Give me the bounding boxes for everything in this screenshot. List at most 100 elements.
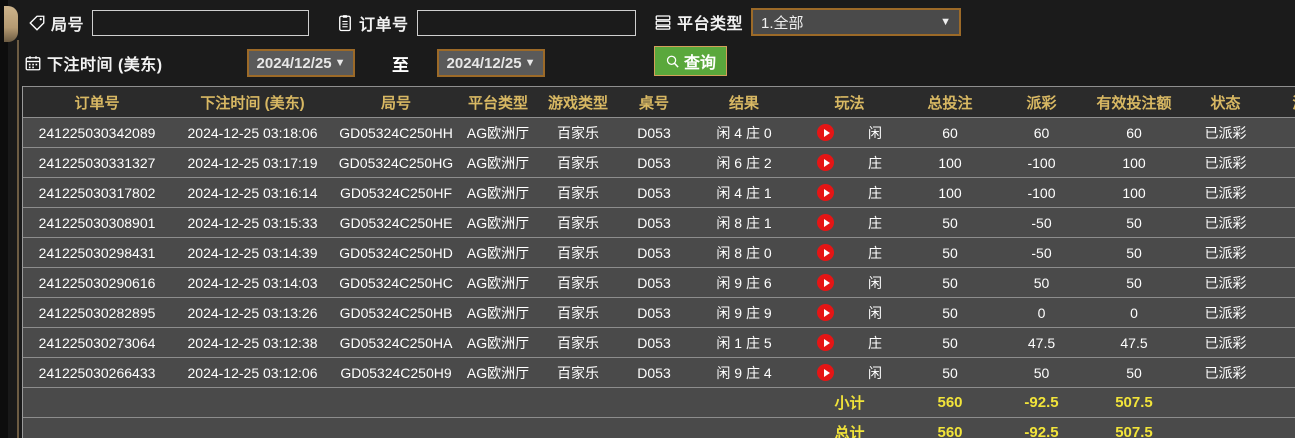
cell-bet-time: 2024-12-25 03:15:33 [171, 207, 334, 238]
query-button-wrap: 查询 [654, 46, 728, 76]
cell-table-no: D053 [618, 267, 690, 298]
cell-total-bet: 50 [901, 237, 999, 268]
play-icon[interactable] [817, 214, 834, 231]
play-icon[interactable] [817, 154, 834, 171]
cell-round-id: GD05324C250HC [334, 267, 458, 298]
sidebar-collapse-handle[interactable] [4, 6, 18, 42]
table-row[interactable]: 241225030331327 2024-12-25 03:17:19 GD0532… [23, 147, 1295, 178]
cell-valid-bet: 50 [1084, 267, 1184, 298]
cell-valid-bet: 0 [1084, 297, 1184, 328]
cell-bet-time: 2024-12-25 03:17:19 [171, 147, 334, 178]
play-icon[interactable] [817, 184, 834, 201]
cell-table-no: D053 [618, 297, 690, 328]
summary-spacer [538, 387, 618, 418]
summary-payout: -92.5 [999, 417, 1084, 438]
cell-platform: AG欧洲厅 [458, 207, 538, 238]
platform-type-select[interactable]: 1.全部 ▼ [751, 8, 962, 36]
cell-result: 闲 8 庄 0 [690, 237, 798, 268]
col-round-id[interactable]: 局号 [334, 86, 458, 118]
cell-payout: -100 [999, 147, 1084, 178]
table-body: 241225030342089 2024-12-25 03:18:06 GD0532… [23, 117, 1295, 438]
play-icon[interactable] [817, 244, 834, 261]
cell-result: 闲 6 庄 2 [690, 147, 798, 178]
table-row[interactable]: 241225030308901 2024-12-25 03:15:33 GD0532… [23, 207, 1295, 238]
cell-round-id: GD05324C250HH [334, 117, 458, 148]
bet-time-from-field[interactable]: 2024/12/25 ▼ [247, 48, 355, 78]
col-overflow[interactable]: 游 [1267, 86, 1295, 118]
summary-spacer [23, 417, 171, 438]
cell-table-no: D053 [618, 237, 690, 268]
play-icon[interactable] [817, 124, 834, 141]
cell-order-id: 241225030342089 [23, 117, 171, 148]
summary-spacer [1184, 417, 1267, 438]
cell-result: 闲 1 庄 5 [690, 327, 798, 358]
cell-order-id: 241225030273064 [23, 327, 171, 358]
cell-status: 已派彩 [1184, 147, 1267, 178]
col-game-type[interactable]: 游戏类型 [538, 86, 618, 118]
cell-table-no: D053 [618, 357, 690, 388]
cell-round-id: GD05324C250HA [334, 327, 458, 358]
order-id-input[interactable] [416, 10, 636, 36]
col-order-id[interactable]: 订单号 [23, 86, 171, 118]
play-icon[interactable] [817, 274, 834, 291]
cell-platform: AG欧洲厅 [458, 237, 538, 268]
cell-platform: AG欧洲厅 [458, 297, 538, 328]
cell-result: 闲 8 庄 1 [690, 207, 798, 238]
cell-valid-bet: 50 [1084, 357, 1184, 388]
cell-bet-type: 庄 [798, 327, 901, 358]
bet-type-text: 闲 [868, 274, 882, 291]
table-row[interactable]: 241225030298431 2024-12-25 03:14:39 GD0532… [23, 237, 1295, 268]
cell-game-type: 百家乐 [538, 177, 618, 208]
play-icon[interactable] [817, 364, 834, 381]
cell-platform: AG欧洲厅 [458, 117, 538, 148]
col-bet-type[interactable]: 玩法 [798, 86, 901, 118]
cell-round-id: GD05324C250HG [334, 147, 458, 178]
cell-status: 已派彩 [1184, 177, 1267, 208]
summary-label: 小计 [798, 387, 901, 418]
summary-total-bet: 560 [901, 417, 999, 438]
col-result[interactable]: 结果 [690, 86, 798, 118]
cell-game-type: 百家乐 [538, 267, 618, 298]
cell-round-id: GD05324C250HE [334, 207, 458, 238]
query-button[interactable]: 查询 [654, 46, 728, 76]
play-icon[interactable] [817, 304, 834, 321]
cell-valid-bet: 100 [1084, 177, 1184, 208]
col-status[interactable]: 状态 [1184, 86, 1267, 118]
col-table-no[interactable]: 桌号 [618, 86, 690, 118]
table-row[interactable]: 241225030317802 2024-12-25 03:16:14 GD0532… [23, 177, 1295, 208]
table-row[interactable]: 241225030266433 2024-12-25 03:12:06 GD0532… [23, 357, 1295, 388]
table-header-row: 订单号 下注时间 (美东) 局号 平台类型 游戏类型 桌号 结果 玩法 总投注 … [23, 86, 1295, 118]
col-bet-time[interactable]: 下注时间 (美东) [171, 86, 334, 118]
table-row[interactable]: 241225030282895 2024-12-25 03:13:26 GD0532… [23, 297, 1295, 328]
date-to-value: 2024/12/25 [446, 54, 522, 72]
col-valid-bet[interactable]: 有效投注额 [1084, 86, 1184, 118]
table-row[interactable]: 241225030342089 2024-12-25 03:18:06 GD0532… [23, 117, 1295, 148]
cell-bet-time: 2024-12-25 03:13:26 [171, 297, 334, 328]
play-icon[interactable] [817, 334, 834, 351]
col-payout[interactable]: 派彩 [999, 86, 1084, 118]
cell-platform: AG欧洲厅 [458, 147, 538, 178]
round-id-input[interactable] [92, 10, 310, 36]
query-button-label: 查询 [684, 55, 717, 72]
date-from-picker[interactable]: 2024/12/25 ▼ [247, 49, 355, 77]
bet-time-to-field[interactable]: 2024/12/25 ▼ [437, 48, 545, 78]
date-to-picker[interactable]: 2024/12/25 ▼ [437, 49, 545, 77]
cell-result: 闲 9 庄 9 [690, 297, 798, 328]
cell-status: 已派彩 [1184, 267, 1267, 298]
cell-overflow [1267, 177, 1295, 208]
result-text: 闲 4 庄 1 [716, 184, 772, 201]
bet-type-text: 闲 [868, 304, 882, 321]
filter-bet-time: 下注时间 (美东) [24, 48, 171, 78]
cell-total-bet: 100 [901, 147, 999, 178]
summary-spacer [334, 417, 458, 438]
col-platform[interactable]: 平台类型 [458, 86, 538, 118]
col-total-bet[interactable]: 总投注 [901, 86, 999, 118]
table-row[interactable]: 241225030290616 2024-12-25 03:14:03 GD0532… [23, 267, 1295, 298]
summary-total-bet: 560 [901, 387, 999, 418]
cell-payout: 60 [999, 117, 1084, 148]
summary-spacer [1267, 387, 1295, 418]
cell-bet-type: 庄 [798, 147, 901, 178]
cell-payout: -50 [999, 237, 1084, 268]
cell-total-bet: 50 [901, 297, 999, 328]
table-row[interactable]: 241225030273064 2024-12-25 03:12:38 GD0532… [23, 327, 1295, 358]
